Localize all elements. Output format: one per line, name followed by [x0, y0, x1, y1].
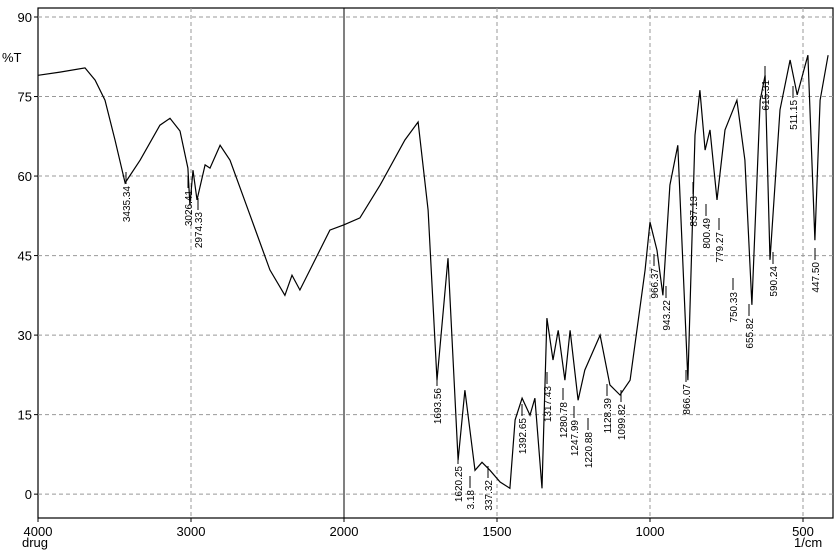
- y-tick-label: 15: [18, 408, 32, 423]
- peak-label: 447.50: [811, 262, 822, 293]
- peak-label: 837.13: [689, 196, 700, 227]
- y-tick-label: 90: [18, 10, 32, 25]
- peak-label: 1693.56: [433, 388, 444, 425]
- peak-label: 3435.34: [122, 186, 133, 223]
- y-tick-label: 45: [18, 249, 32, 264]
- x-tick-label: 1500: [483, 524, 512, 539]
- y-tick-label: 30: [18, 328, 32, 343]
- peak-label: 2974.33: [194, 212, 205, 249]
- peak-label: 1392.65: [518, 418, 529, 455]
- peak-label: 800.49: [702, 218, 713, 249]
- peak-label: 1317.43: [543, 386, 554, 423]
- y-axis-label: %T: [2, 50, 22, 65]
- x-axis-label: 1/cm: [794, 535, 822, 550]
- y-tick-label: 0: [25, 487, 32, 502]
- peak-label: 1220.88: [584, 432, 595, 469]
- x-tick-label: 1000: [636, 524, 665, 539]
- peak-label: 3026.41: [184, 190, 195, 227]
- y-tick-label: 60: [18, 169, 32, 184]
- peak-label: 866.07: [682, 384, 693, 415]
- peak-label: 1128.39: [603, 398, 614, 434]
- peak-label: 615.31: [761, 80, 772, 111]
- peak-label: 590.24: [769, 266, 780, 297]
- peak-label: 655.82: [745, 318, 756, 349]
- peak-label: 1280.78: [559, 402, 570, 439]
- peak-label: 1247.99: [570, 420, 581, 457]
- peak-label: 1620.25: [454, 466, 465, 503]
- x-tick-label: 4000: [24, 524, 53, 539]
- y-tick-label: 75: [18, 90, 32, 105]
- x-tick-label: 2000: [330, 524, 359, 539]
- sample-label: drug: [22, 535, 48, 550]
- peak-label: 337.32: [484, 480, 495, 511]
- peak-label: 966.37: [650, 268, 661, 299]
- x-tick-label: 3000: [177, 524, 206, 539]
- peak-label: 750.33: [729, 292, 740, 323]
- spectrum-line: [37, 55, 829, 490]
- peak-label: 1099.82: [617, 404, 628, 441]
- x-tick-label: 500: [792, 524, 814, 539]
- peak-label: 511.15: [789, 100, 800, 130]
- peak-label: 3.18: [466, 490, 477, 510]
- peak-label: 779.27: [715, 232, 726, 263]
- peak-label: 943.22: [662, 300, 673, 331]
- plot-frame: [37, 7, 834, 519]
